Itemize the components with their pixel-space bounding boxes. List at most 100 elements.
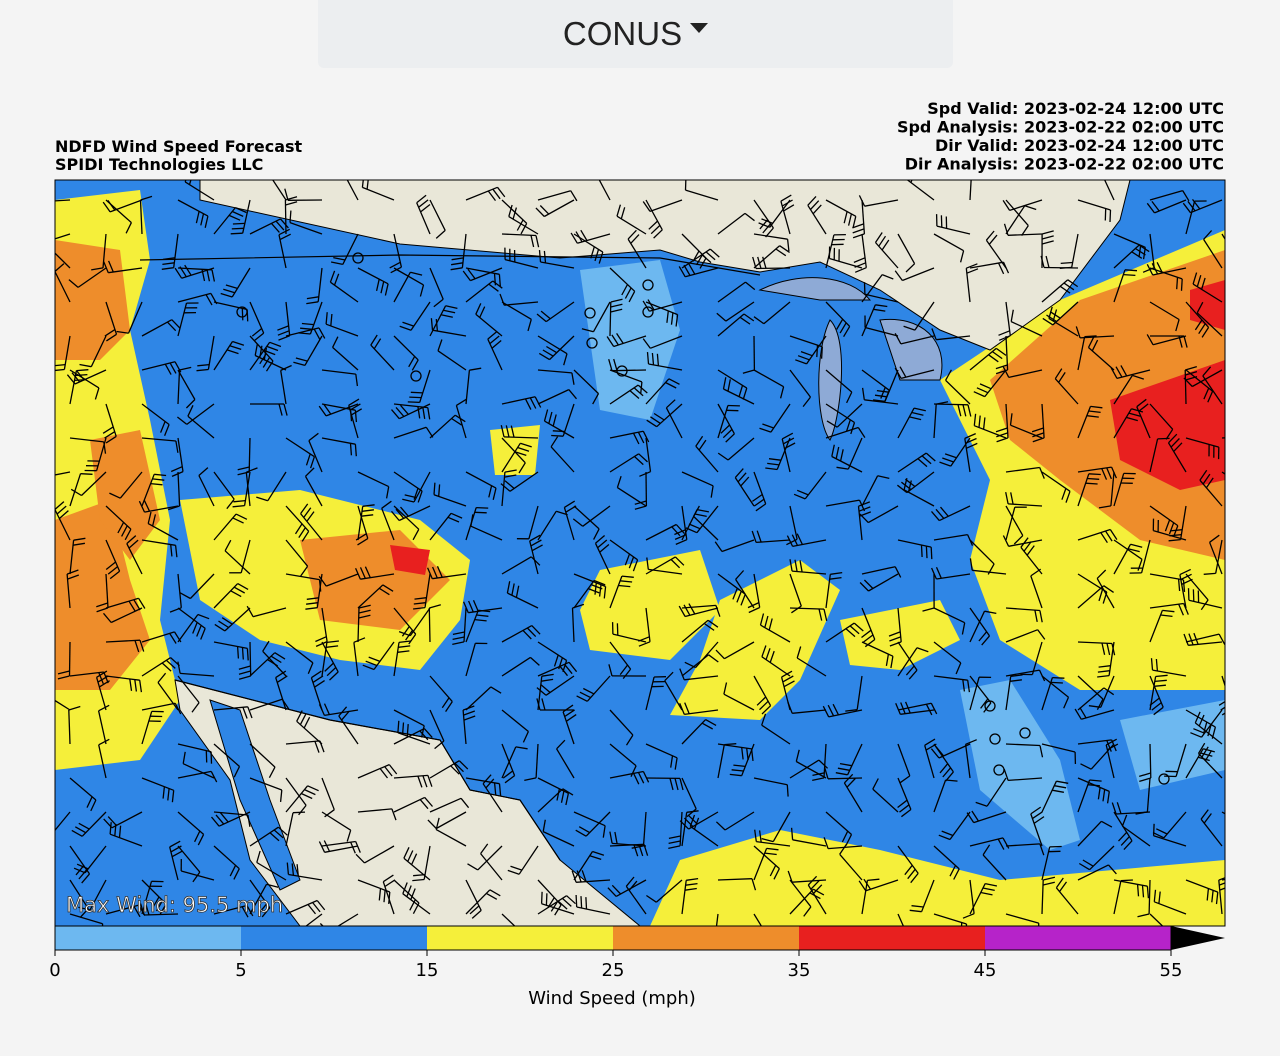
wind-barb	[741, 747, 744, 760]
wind-barb	[966, 812, 975, 823]
wind-barb	[249, 652, 276, 677]
wind-barb	[58, 510, 69, 519]
wind-barb	[537, 895, 567, 915]
wind-barb	[900, 369, 935, 380]
wind-barb	[385, 486, 390, 499]
wind-barb	[873, 399, 886, 403]
wind-barb	[633, 844, 639, 857]
wind-barb	[213, 743, 240, 767]
wind-barb	[1045, 255, 1050, 268]
wind-barb	[985, 239, 1007, 269]
wind-barb	[1219, 887, 1225, 891]
wind-barb	[761, 645, 767, 658]
wind-barb	[867, 505, 899, 524]
wind-barb	[400, 404, 409, 415]
wind-barb	[786, 538, 798, 546]
wind-barb	[36, 233, 43, 243]
wind-barb	[750, 748, 754, 761]
wind-barb	[799, 560, 803, 573]
wind-barb	[632, 432, 640, 445]
wind-barb	[634, 505, 647, 510]
wind-barb	[598, 251, 604, 264]
wind-barb	[242, 199, 251, 234]
wind-barb	[133, 599, 141, 611]
wind-barb	[1190, 199, 1223, 214]
wind-barb	[537, 190, 571, 201]
wind-barb	[157, 682, 179, 711]
wind-barb	[298, 332, 311, 335]
wind-barb	[1063, 697, 1070, 709]
wind-barb	[108, 260, 114, 273]
wind-barb	[432, 573, 467, 580]
wind-barb	[1153, 529, 1187, 541]
wind-barb	[536, 698, 541, 711]
wind-barb	[518, 462, 526, 474]
wind-barb	[403, 847, 410, 859]
wind-barb	[609, 575, 623, 609]
wind-barb	[847, 743, 863, 776]
wind-barb	[558, 657, 564, 670]
wind-barb	[90, 335, 107, 367]
wind-barb	[1097, 670, 1110, 673]
wind-barb	[620, 207, 626, 219]
wind-barb	[504, 480, 515, 489]
wind-barb	[91, 267, 104, 271]
wind-barb	[391, 808, 397, 821]
wind-barb	[167, 788, 170, 801]
wind-barb	[872, 778, 879, 790]
wind-barb	[753, 316, 765, 325]
wind-barb	[585, 811, 611, 837]
wind-barb	[753, 777, 788, 786]
wind-barb	[1008, 539, 1043, 547]
wind-barb	[874, 232, 883, 243]
wind-barb	[786, 535, 794, 547]
wind-barb	[213, 583, 239, 609]
wind-barb	[74, 369, 107, 385]
wind-barb	[177, 471, 181, 507]
wind-barb	[300, 327, 313, 330]
wind-barb	[1167, 442, 1187, 473]
wind-barb	[846, 391, 853, 404]
wind-barb	[723, 693, 755, 711]
wind-barb	[1203, 748, 1215, 753]
wind-barb	[105, 435, 117, 444]
wind-barb	[562, 711, 575, 745]
wind-barb	[861, 199, 866, 234]
wind-barb	[787, 701, 793, 714]
wind-barb	[1041, 677, 1054, 711]
wind-barb	[907, 868, 916, 880]
wind-barb	[825, 369, 853, 393]
wind-barb	[562, 788, 574, 796]
wind-barb	[955, 662, 962, 675]
wind-barb	[280, 218, 289, 229]
wind-barb	[486, 892, 498, 900]
wind-barb	[849, 625, 860, 635]
wind-barb	[114, 823, 117, 836]
wind-barb	[89, 879, 107, 911]
wind-barb	[789, 369, 812, 398]
wind-barb	[81, 811, 107, 837]
wind-barb	[1152, 335, 1187, 346]
wind-barb	[907, 480, 912, 493]
wind-barb	[1058, 881, 1068, 892]
wind-barb	[301, 530, 310, 542]
wind-barb	[269, 832, 280, 842]
region-dropdown[interactable]: CONUS	[318, 0, 953, 68]
wind-barb	[303, 716, 311, 729]
wind-barb	[783, 437, 795, 445]
wind-barb	[539, 205, 550, 215]
wind-barb	[408, 356, 416, 368]
wind-barb	[894, 332, 902, 345]
wind-barb	[279, 789, 283, 802]
wind-barb	[502, 770, 514, 779]
wind-barb	[55, 271, 71, 303]
wind-barb	[688, 523, 701, 530]
wind-barb	[753, 369, 784, 388]
wind-barb	[537, 335, 568, 355]
wind-barb	[138, 597, 146, 609]
wind-barb	[288, 873, 323, 881]
wind-barb	[424, 796, 433, 807]
wind-barb	[665, 407, 683, 439]
wind-barb	[1169, 938, 1175, 949]
wind-barb	[41, 680, 45, 692]
